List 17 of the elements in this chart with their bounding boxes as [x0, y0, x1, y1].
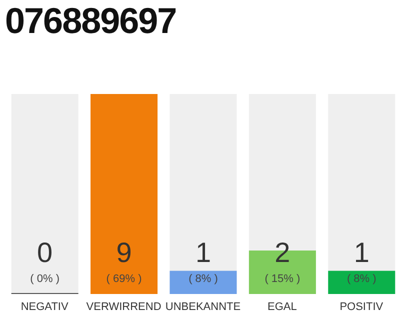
x-tick-label: UNBEKANNTE	[165, 300, 241, 313]
x-tick-label: VERWIRREND	[86, 300, 162, 313]
bar	[328, 270, 396, 294]
x-tick-label: NEGATIV	[20, 300, 69, 313]
data-label: ( 8% )	[188, 273, 218, 285]
x-tick-label: POSITIV	[340, 300, 384, 313]
annotation: 0	[37, 237, 53, 268]
data-label: ( 15% )	[264, 273, 300, 285]
annotation: 1	[354, 237, 370, 268]
chart-title: 076889697	[5, 0, 176, 42]
x-tick-label: EGAL	[268, 300, 297, 313]
annotation: 9	[116, 237, 132, 268]
data-label: ( 8% )	[346, 273, 376, 285]
data-label: ( 0% )	[30, 273, 60, 285]
annotation: 1	[195, 237, 212, 268]
data-label: ( 69% )	[106, 273, 142, 285]
bar	[170, 270, 237, 294]
